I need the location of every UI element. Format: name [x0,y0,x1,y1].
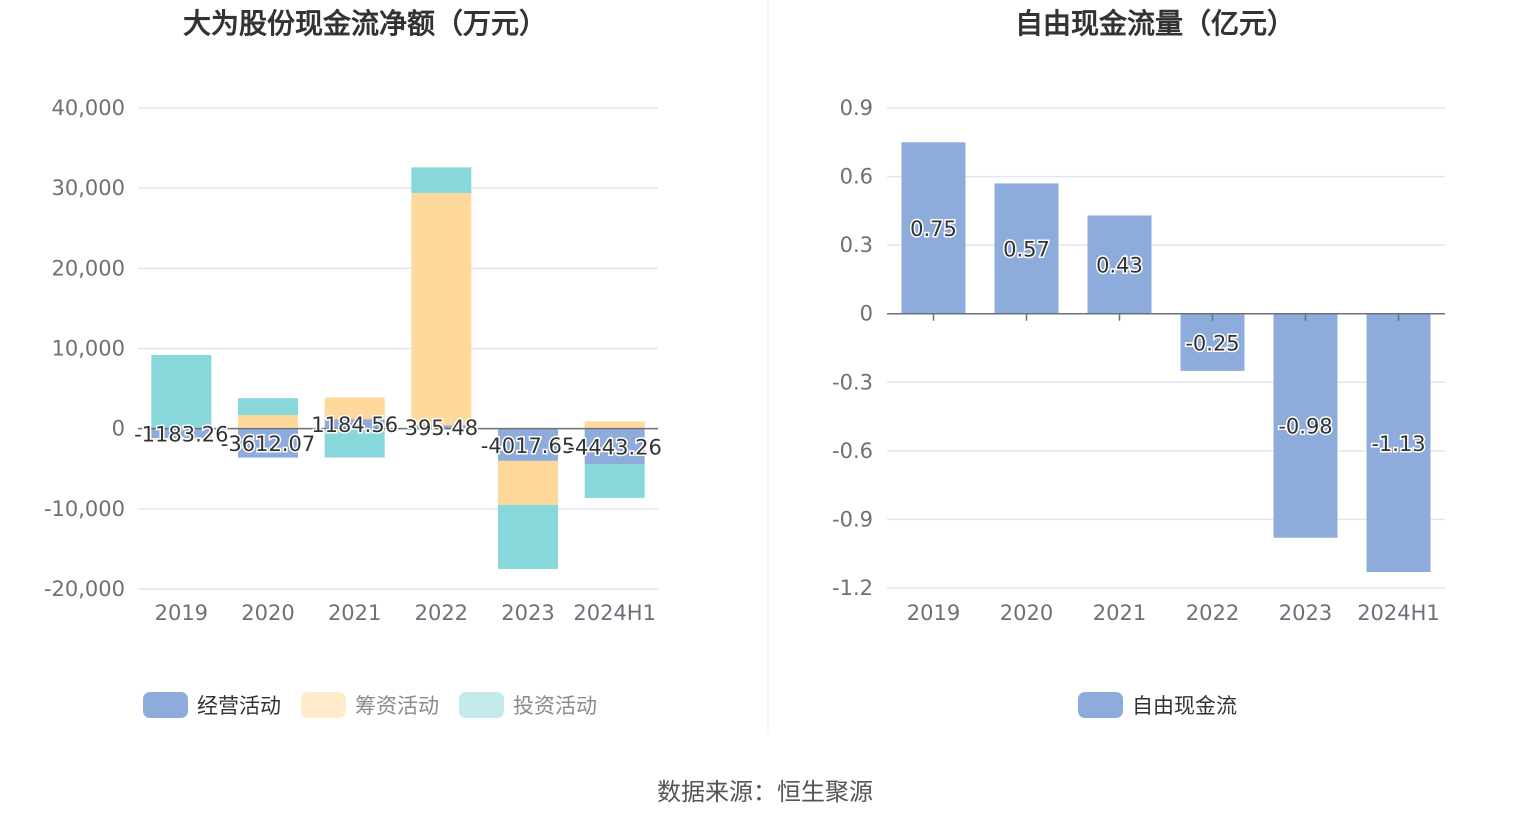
y-tick-label: 0.3 [840,233,873,257]
chart-title: 大为股份现金流净额（万元） [183,7,547,40]
y-tick-label: -0.6 [832,439,873,463]
y-tick-label: -0.3 [832,370,873,394]
legend-item[interactable]: 经营活动 [143,692,281,718]
y-tick-label: -1.2 [832,576,873,600]
legend-item[interactable]: 自由现金流 [1078,692,1237,718]
y-tick-label: 20,000 [52,256,125,280]
x-tick-label: 2021 [328,601,381,625]
chart-title: 自由现金流量（亿元） [1015,7,1295,40]
bar-2024H1 [1366,313,1431,572]
y-tick-label: 40,000 [52,96,125,120]
y-tick-label: 0 [112,417,125,441]
legend-label: 筹资活动 [355,694,439,718]
y-tick-label: 0 [860,302,873,326]
bar-经营活动-2020 [238,428,298,458]
legend-swatch [143,692,188,718]
legend-label: 经营活动 [197,694,281,718]
data-label: 0.57 [1003,238,1050,262]
x-tick-label: 2024H1 [573,601,656,625]
x-tick-label: 2019 [907,601,960,625]
legend-swatch [459,692,504,718]
bar-筹资活动-2021 [324,397,385,420]
data-label: -0.25 [1185,331,1239,355]
bar-筹资活动-2019 [151,438,212,441]
legend-swatch [301,692,346,718]
bar-经营活动-2023 [498,428,558,461]
data-label: 0.43 [1096,254,1143,278]
y-tick-label: -0.9 [832,507,873,531]
y-tick-label: -10,000 [44,497,125,521]
bar-筹资活动-2020 [238,415,298,429]
bar-投资活动-2022 [411,167,472,194]
bar-2023 [1273,313,1338,538]
bar-经营活动-2019 [151,428,212,439]
y-tick-label: 30,000 [52,176,125,200]
data-label: 1184.56 [311,413,398,437]
x-tick-label: 2019 [155,601,208,625]
bar-投资活动-2021 [324,428,385,458]
bar-筹资活动-2023 [498,460,558,505]
legend-label: 自由现金流 [1132,694,1237,718]
y-tick-label: 0.6 [840,165,873,189]
x-tick-label: 2023 [501,601,554,625]
bar-投资活动-2023 [498,504,558,570]
y-tick-label: 10,000 [52,337,125,361]
data-label: -4017.65 [481,434,575,458]
chart-1: 大为股份现金流净额（万元） 40,000 30,000 20,000 10,000 0 -1… [44,7,663,718]
bar-投资活动-2024H1 [584,464,645,498]
bar-筹资活动-2022 [411,193,472,426]
bar-经营活动-2021 [324,419,385,429]
bar-2020 [994,183,1059,314]
data-label: -3612.07 [221,432,315,456]
data-label: -1183.26 [134,422,228,446]
bar-2021 [1087,215,1152,314]
x-tick-label: 2020 [241,601,294,625]
y-tick-label: 0.9 [840,96,873,120]
bar-投资活动-2020 [238,398,298,416]
bar-筹资活动-2024H1 [584,421,645,429]
chart-2: 自由现金流量（亿元） 0.9 0.6 0.3 0 -0.3 -0.6 -0.9 -1.2 2019… [832,7,1445,718]
y-tick-label: -20,000 [44,577,125,601]
data-label: -0.98 [1278,415,1332,439]
x-tick-label: 2021 [1093,601,1146,625]
x-tick-label: 2022 [1186,601,1239,625]
bar-2022 [1180,313,1245,371]
bar-经营活动-2022 [411,425,472,429]
data-label: -4443.26 [567,435,661,459]
legend-item[interactable]: 筹资活动 [301,692,439,718]
data-label: 0.75 [910,217,957,241]
legend-item[interactable]: 投资活动 [459,692,597,718]
x-tick-label: 2024H1 [1357,601,1440,625]
bar-2019 [901,142,966,314]
bar-经营活动-2024H1 [584,428,645,465]
legend-swatch [1078,692,1123,718]
data-label: -1.13 [1371,432,1425,456]
legend-label: 投资活动 [513,694,597,718]
source-note: 数据来源：恒生聚源 [657,778,873,806]
bar-投资活动-2019 [151,354,212,429]
x-tick-label: 2022 [415,601,468,625]
x-tick-label: 2023 [1279,601,1332,625]
x-tick-label: 2020 [1000,601,1053,625]
data-label: 395.48 [405,416,478,440]
